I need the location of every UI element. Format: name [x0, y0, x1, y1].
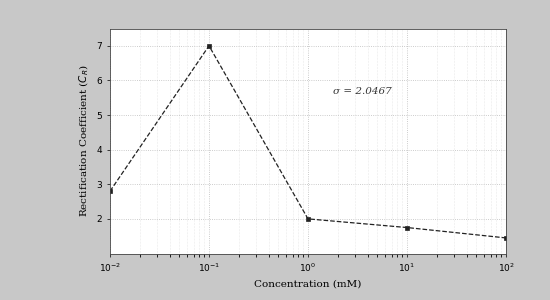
X-axis label: Concentration (mM): Concentration (mM): [254, 279, 362, 288]
Y-axis label: Rectification Coefficient ($C_R$): Rectification Coefficient ($C_R$): [78, 64, 91, 218]
Text: σ = 2.0467: σ = 2.0467: [333, 87, 392, 96]
